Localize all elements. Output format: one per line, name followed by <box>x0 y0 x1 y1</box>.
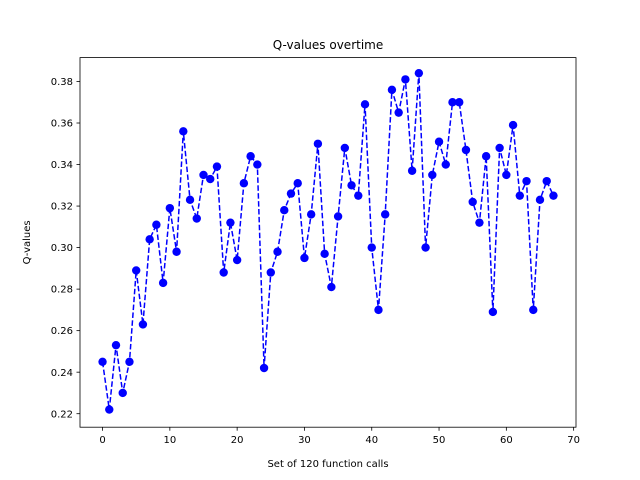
x-tick-label: 60 <box>500 435 513 446</box>
y-tick-label: 0.22 <box>51 409 73 420</box>
x-tick-label: 20 <box>231 435 244 446</box>
data-point <box>381 210 390 219</box>
data-point <box>313 139 323 148</box>
x-axis-label: Set of 120 function calls <box>267 459 388 470</box>
data-point <box>246 152 255 161</box>
data-point <box>226 218 235 227</box>
data-point <box>212 162 222 171</box>
x-tick-label: 10 <box>163 435 176 446</box>
data-point <box>394 108 403 117</box>
x-tick-label: 40 <box>365 435 378 446</box>
data-point <box>481 152 491 161</box>
data-point <box>508 120 518 130</box>
data-point <box>333 212 343 221</box>
x-tick-label: 0 <box>99 435 105 446</box>
data-point <box>387 85 397 94</box>
data-point <box>374 305 383 315</box>
data-point <box>306 210 316 219</box>
data-point <box>468 197 477 207</box>
data-point <box>401 75 410 84</box>
data-point <box>111 340 121 350</box>
data-point <box>253 160 262 169</box>
data-point <box>347 181 356 190</box>
data-point <box>367 243 376 252</box>
x-tick-label: 30 <box>298 435 311 446</box>
data-point <box>495 143 504 153</box>
x-tick-label: 70 <box>567 435 580 446</box>
x-tick-label: 50 <box>433 435 446 446</box>
data-point <box>165 203 175 213</box>
plot-area <box>98 68 558 414</box>
data-point <box>407 166 417 175</box>
data-point <box>105 405 114 414</box>
data-point <box>522 176 531 186</box>
data-point <box>118 388 127 398</box>
y-tick-label: 0.26 <box>51 326 73 337</box>
y-tick-label: 0.24 <box>51 368 73 379</box>
data-point <box>461 145 471 155</box>
data-point <box>199 170 208 180</box>
data-point <box>239 179 249 188</box>
data-point <box>455 98 464 107</box>
data-point <box>131 266 141 275</box>
data-point <box>98 357 107 366</box>
data-point <box>488 307 498 317</box>
data-point <box>138 320 148 329</box>
data-point <box>280 206 289 215</box>
data-point <box>158 278 168 288</box>
data-point <box>145 235 154 244</box>
data-point <box>502 170 511 180</box>
data-point <box>434 137 444 146</box>
data-point <box>192 214 201 223</box>
data-point <box>185 195 195 205</box>
series-line <box>101 73 555 410</box>
data-point <box>286 189 296 198</box>
data-point <box>152 220 161 229</box>
data-point <box>172 247 181 256</box>
data-point <box>515 191 525 200</box>
axes-frame <box>79 57 577 428</box>
data-point <box>232 255 242 265</box>
data-point <box>360 100 370 109</box>
y-tick-label: 0.36 <box>51 119 73 130</box>
data-point <box>448 98 457 107</box>
chart-title: Q-values overtime <box>273 38 384 52</box>
data-point <box>549 191 558 200</box>
data-point <box>535 195 545 205</box>
data-point <box>300 253 309 263</box>
data-point <box>414 68 424 78</box>
y-tick-label: 0.38 <box>51 77 73 88</box>
y-tick-label: 0.28 <box>51 285 73 296</box>
data-point <box>475 218 484 227</box>
y-tick-label: 0.32 <box>51 202 73 213</box>
y-tick-label: 0.34 <box>51 160 73 171</box>
data-point <box>273 247 282 256</box>
data-point <box>259 363 269 373</box>
data-point <box>219 268 228 277</box>
y-tick-label: 0.30 <box>51 243 73 254</box>
data-point <box>529 305 538 315</box>
data-point <box>320 249 329 259</box>
data-point <box>266 268 275 277</box>
data-point <box>421 243 430 252</box>
data-point <box>125 357 134 366</box>
data-point <box>428 170 437 180</box>
y-axis-ticks: 0.22 0.24 0.26 0.28 0.30 0.32 0.34 0.36 0.38 <box>51 77 80 420</box>
data-point <box>327 282 336 292</box>
y-axis-label: Q-values <box>22 220 33 264</box>
data-point <box>354 191 363 200</box>
x-axis-ticks: 0 10 20 30 40 50 60 70 <box>99 427 580 446</box>
data-point <box>206 174 215 184</box>
data-point <box>179 127 188 136</box>
data-point <box>340 143 350 153</box>
data-point <box>542 176 551 186</box>
data-point <box>441 160 450 169</box>
data-point <box>293 179 302 188</box>
